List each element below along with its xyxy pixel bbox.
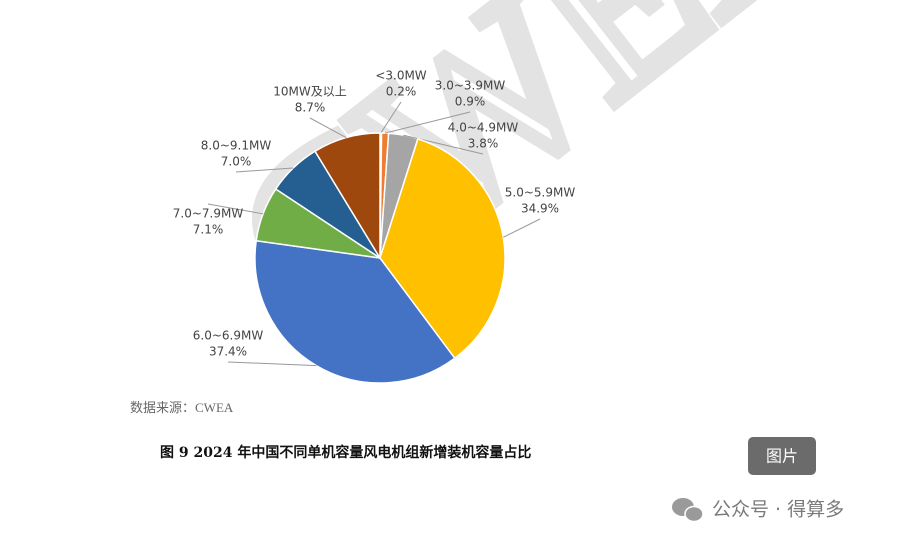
slice-value: 7.1% <box>193 223 224 237</box>
pie: <3.0MW 0.2% 3.0~3.9MW 0.9% 4.0~4.9MW 3.8% 5.0~… <box>173 69 576 384</box>
leader-line <box>403 134 484 155</box>
wechat-icon <box>672 498 704 523</box>
slice-value: 37.4% <box>209 345 247 359</box>
source-note: 数据来源：CWEA <box>130 400 234 415</box>
leader-line <box>235 167 294 173</box>
leader-line <box>380 101 402 134</box>
slice-value: 7.0% <box>221 155 252 169</box>
caption: 图 9 2024 年中国不同单机容量风电机组新增装机容量占比 <box>160 444 531 461</box>
slice-value: 3.8% <box>468 137 499 151</box>
leader-line <box>227 361 317 367</box>
slice-category: <3.0MW <box>375 69 426 83</box>
slice-category: 5.0~5.9MW <box>505 186 576 200</box>
slice-value: 0.2% <box>386 85 417 99</box>
button-bg[interactable] <box>748 437 816 475</box>
slice-category: 8.0~9.1MW <box>201 139 272 153</box>
pie-slice <box>379 137 506 360</box>
image-button[interactable]: 图片 <box>748 437 816 475</box>
account-name: 公众号 · 得算多 <box>712 499 844 521</box>
slice-value: 8.7% <box>295 101 326 115</box>
leader-line <box>503 218 541 238</box>
leader-line <box>207 203 264 215</box>
button-text[interactable]: 图片 <box>766 447 798 466</box>
slice-category: 6.0~6.9MW <box>193 329 264 343</box>
slice-value: 34.9% <box>521 202 559 216</box>
slice-category: 7.0~7.9MW <box>173 207 244 221</box>
leader-line <box>384 111 471 134</box>
slice-category: 10MW及以上 <box>273 85 347 99</box>
slice-category: 4.0~4.9MW <box>448 121 519 135</box>
pie-slice <box>313 132 381 261</box>
slice-value: 0.9% <box>455 95 486 109</box>
leader-line <box>309 117 347 139</box>
slice-category: 3.0~3.9MW <box>435 79 506 93</box>
